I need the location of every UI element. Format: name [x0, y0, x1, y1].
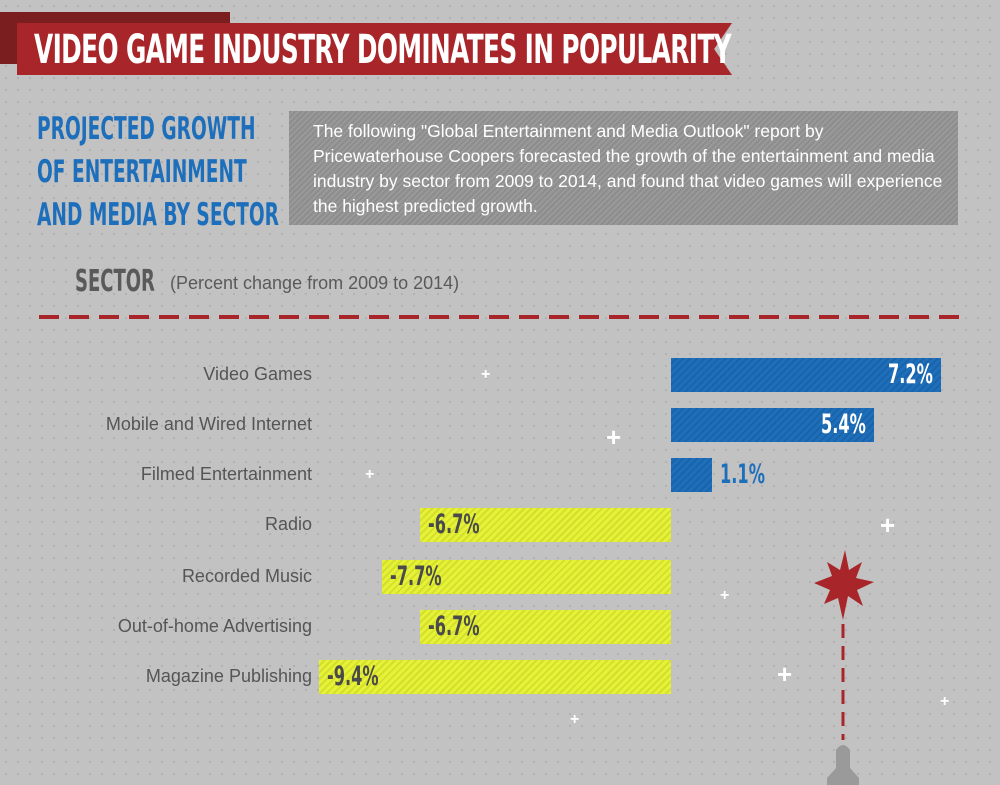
- sparkle-icon: +: [570, 711, 580, 728]
- sparkle-icon: +: [481, 366, 491, 383]
- page-title: VIDEO GAME INDUSTRY DOMINATES IN POPULAR…: [34, 27, 732, 73]
- value-label: -7.7%: [390, 561, 442, 592]
- bar: [671, 358, 941, 392]
- value-label: 7.2%: [888, 359, 933, 390]
- sparkle-icon: +: [777, 659, 793, 689]
- sparkle-icon: +: [365, 466, 375, 483]
- subtitle-line: OF ENTERTAINMENT: [37, 154, 247, 190]
- value-label: 5.4%: [820, 409, 866, 440]
- sector-note: (Percent change from 2009 to 2014): [170, 273, 460, 293]
- category-label: Out-of-home Advertising: [117, 616, 312, 636]
- sparkle-icon: +: [940, 693, 950, 710]
- title-banner: [17, 23, 732, 75]
- sparkle-icon: +: [880, 510, 896, 540]
- subtitle: PROJECTED GROWTH OF ENTERTAINMENT AND ME…: [37, 108, 279, 237]
- sparkle-icon: +: [606, 422, 622, 452]
- bar: [318, 660, 671, 694]
- intro-box: The following "Global Entertainment and …: [289, 111, 958, 225]
- explosion-icon: [814, 550, 874, 620]
- dashed-divider: [39, 315, 959, 319]
- bar: [419, 508, 671, 542]
- sparkle-icon: +: [720, 587, 730, 604]
- category-label: Magazine Publishing: [145, 666, 312, 686]
- bar: [671, 458, 713, 492]
- value-label: -9.4%: [326, 661, 379, 692]
- subtitle-line: PROJECTED GROWTH: [37, 111, 256, 147]
- bar: [419, 610, 671, 644]
- value-label: -6.7%: [427, 509, 480, 540]
- category-label: Radio: [264, 514, 312, 534]
- sector-heading: SECTOR: [75, 264, 155, 299]
- value-label: -6.7%: [427, 611, 480, 642]
- value-label: 1.1%: [720, 459, 766, 490]
- category-label: Filmed Entertainment: [140, 464, 312, 484]
- intro-text: The following "Global Entertainment and …: [313, 121, 943, 216]
- bar: [671, 408, 874, 442]
- subtitle-line: AND MEDIA BY SECTOR: [37, 197, 280, 233]
- rocket-illustration: [814, 550, 874, 785]
- category-label: Video Games: [203, 364, 312, 384]
- bar: [382, 560, 671, 594]
- category-label: Recorded Music: [181, 566, 312, 586]
- category-label: Mobile and Wired Internet: [105, 414, 312, 434]
- rocket-icon: [827, 745, 859, 785]
